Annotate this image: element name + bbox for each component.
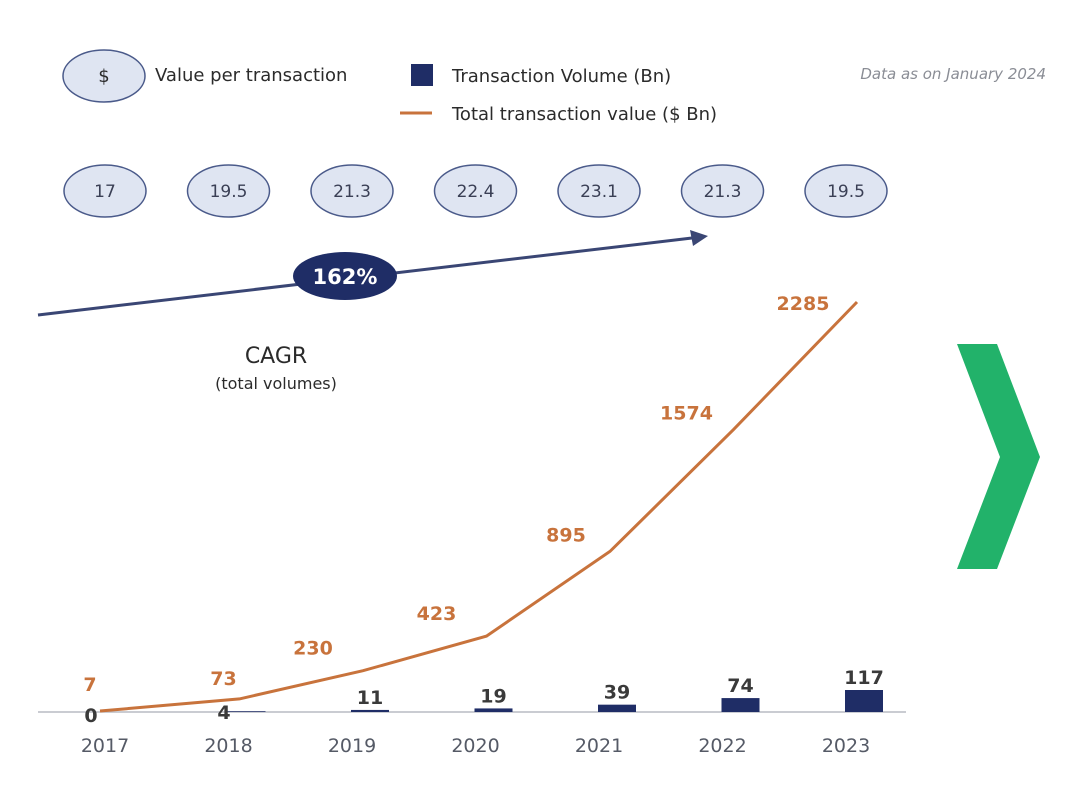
value-per-transaction-bubbles: 17 19.5 21.3 22.4 23.1 21.3 19.5 [63,164,888,218]
value-bubble-label: 21.3 [704,182,742,202]
value-bubble-label: 23.1 [580,182,618,202]
value-bubble [63,164,147,218]
cagr-sublabel: (total volumes) [215,374,337,393]
x-tick-label: 2018 [204,735,252,757]
data-note: Data as on January 2024 [860,65,1046,83]
volume-bar [845,690,883,712]
total-value-data-label: 423 [417,603,457,625]
total-value-data-label: 895 [546,524,586,546]
volume-data-label: 11 [357,687,383,709]
volume-bar [721,698,760,712]
legend: $ Value per transaction Transaction Volu… [62,49,717,125]
legend-transaction-volume: Transaction Volume (Bn) [451,66,671,87]
total-value-data-label: 73 [210,668,236,690]
volume-bar [351,709,389,712]
value-bubble-label: 19.5 [827,182,865,202]
volume-data-label: 19 [480,685,506,707]
volume-bar [598,704,636,712]
volume-data-label: 4 [217,702,230,724]
next-chevron-icon [957,344,1040,569]
volume-bar [227,711,266,712]
value-bubble-label: 22.4 [457,182,495,202]
cagr-arrow-head [690,230,708,246]
value-bubble [310,164,394,218]
x-tick-label: 2023 [822,735,870,757]
value-bubble [557,164,641,218]
x-tick-label: 2020 [451,735,499,757]
value-bubble [680,164,765,218]
legend-value-badge [62,49,146,103]
volume-bar [474,708,513,712]
x-tick-label: 2019 [328,735,376,757]
total-value-data-labels: 7 73 230 423 895 1574 2285 [83,293,829,696]
x-tick-labels: 2017 2018 2019 2020 2021 2022 2023 [81,735,870,757]
value-bubble [186,164,271,218]
total-value-data-label: 7 [83,674,96,696]
cagr-value: 162% [313,265,378,289]
volume-data-label: 0 [84,705,97,727]
x-tick-label: 2017 [81,735,129,757]
legend-total-value: Total transaction value ($ Bn) [451,104,717,125]
volume-data-labels: 0 4 11 19 39 74 117 [84,667,883,727]
x-tick-label: 2022 [698,735,746,757]
cagr-badge [293,252,397,300]
legend-value-per-transaction: Value per transaction [155,65,347,86]
legend-bar-swatch [411,64,433,86]
volume-data-label: 74 [727,675,753,697]
total-value-data-label: 230 [293,638,333,660]
cagr-label: CAGR [245,344,307,369]
value-bubble-label: 19.5 [210,182,248,202]
value-bubble [433,164,518,218]
total-value-data-label: 2285 [777,293,830,315]
x-tick-label: 2021 [575,735,623,757]
value-bubble-label: 21.3 [333,182,371,202]
volume-data-label: 117 [844,667,884,689]
value-bubble-label: 17 [94,182,116,202]
total-value-data-label: 1574 [660,403,713,425]
volume-bars [227,690,883,712]
volume-data-label: 39 [604,682,630,704]
total-value-line [99,300,859,713]
value-bubble [804,164,888,218]
cagr-arrow-group: 162% CAGR (total volumes) [37,230,708,393]
legend-value-badge-symbol: $ [98,66,109,87]
